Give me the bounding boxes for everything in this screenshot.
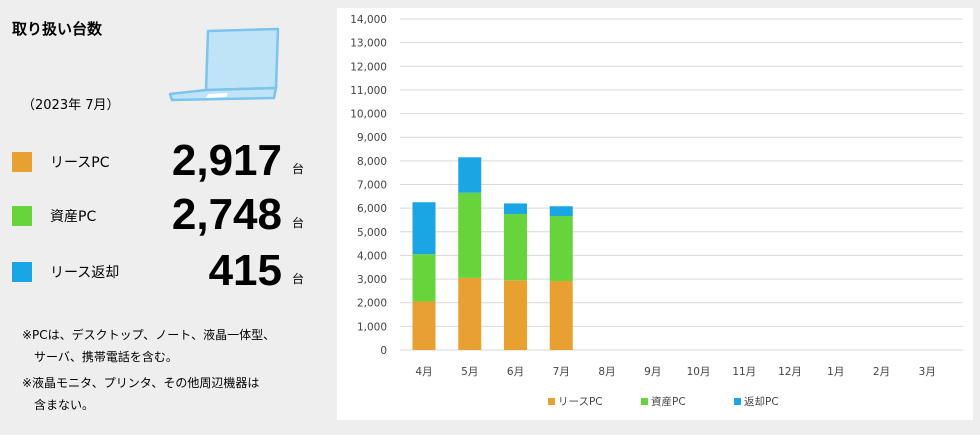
bar-segment (458, 277, 482, 350)
stat-asset-pc: 資産PC 2,748 台 (12, 190, 312, 240)
bar-segment (412, 202, 436, 255)
stat-unit: 台 (291, 162, 304, 176)
note-line: ※液晶モニタ、プリンタ、その他周辺機器は (22, 376, 260, 390)
stat-lease-pc: リースPC 2,917 台 (12, 136, 312, 186)
y-tick-label: 3,000 (357, 274, 387, 286)
y-tick-label: 8,000 (357, 156, 387, 168)
bar-segment (504, 203, 527, 215)
bar-segment (458, 192, 482, 278)
lease-return-swatch (12, 262, 32, 282)
stat-label: リース返却 (50, 265, 120, 281)
y-tick-label: 10,000 (350, 109, 387, 121)
x-tick-label: 1月 (827, 366, 844, 378)
x-tick-label: 8月 (598, 366, 615, 378)
x-tick-label: 2月 (873, 366, 890, 378)
bar-segment (412, 254, 436, 302)
stat-label: 資産PC (50, 209, 97, 225)
x-tick-label: 5月 (461, 366, 478, 378)
x-tick-label: 11月 (732, 366, 756, 378)
note-line: ※PCは、デスクトップ、ノート、液晶一体型、 (22, 328, 276, 342)
y-tick-label: 1,000 (357, 321, 387, 333)
x-tick-label: 12月 (778, 366, 802, 378)
y-tick-label: 2,000 (357, 298, 387, 310)
y-tick-label: 0 (380, 345, 387, 357)
stacked-bar-chart: 0 1,000 2,000 3,000 4,000 5,000 6,000 7,000 8,00… (350, 14, 963, 408)
legend-label: 資産PC (651, 395, 686, 408)
stat-value: 2,917 (171, 136, 282, 185)
bar-segment (549, 206, 573, 217)
stat-unit: 台 (291, 216, 304, 230)
legend-label: 返却PC (744, 396, 779, 408)
bar-segment (549, 281, 573, 350)
y-tick-label: 14,000 (350, 14, 387, 26)
stat-label: リースPC (50, 155, 110, 171)
y-tick-label: 13,000 (350, 38, 387, 50)
y-tick-label: 11,000 (350, 85, 387, 97)
legend-label: リースPC (558, 396, 603, 408)
note-line: サーバ、携帯電話を含む。 (22, 350, 178, 364)
x-tick-label: 9月 (644, 366, 661, 378)
legend-swatch (734, 398, 741, 405)
y-tick-label: 5,000 (357, 227, 387, 239)
bar-segment (458, 157, 482, 193)
lease-pc-swatch (12, 152, 32, 172)
bar-segment (412, 301, 436, 350)
y-tick-label: 6,000 (357, 203, 387, 215)
bar-segment (504, 214, 527, 281)
x-tick-label: 3月 (919, 366, 936, 378)
x-tick-label: 10月 (687, 366, 711, 378)
stat-unit: 台 (291, 272, 304, 286)
bar-segment (549, 216, 573, 282)
y-tick-label: 12,000 (350, 61, 387, 73)
x-tick-label: 6月 (507, 366, 524, 378)
y-tick-label: 7,000 (357, 180, 387, 192)
stat-value: 415 (208, 246, 282, 295)
period-label: （2023年 7月） (22, 98, 120, 113)
asset-pc-swatch (12, 206, 32, 226)
summary-panel: 取り扱い台数 （2023年 7月） リースPC 2,917 台 資産PC 2,7… (0, 0, 332, 435)
summary-title: 取り扱い台数 (12, 20, 103, 38)
y-tick-label: 9,000 (357, 132, 387, 144)
legend-swatch (641, 398, 648, 405)
x-tick-label: 4月 (415, 366, 432, 378)
bar-segment (504, 280, 527, 350)
y-tick-label: 4,000 (357, 250, 387, 262)
laptop-icon (168, 27, 280, 102)
chart-panel: 0 1,000 2,000 3,000 4,000 5,000 6,000 7,000 8,00… (337, 8, 973, 420)
stat-lease-return: リース返却 415 台 (12, 246, 312, 296)
stat-value: 2,748 (171, 190, 282, 239)
x-tick-label: 7月 (553, 366, 570, 378)
legend-swatch (548, 398, 555, 405)
note-line: 含まない。 (22, 398, 95, 412)
